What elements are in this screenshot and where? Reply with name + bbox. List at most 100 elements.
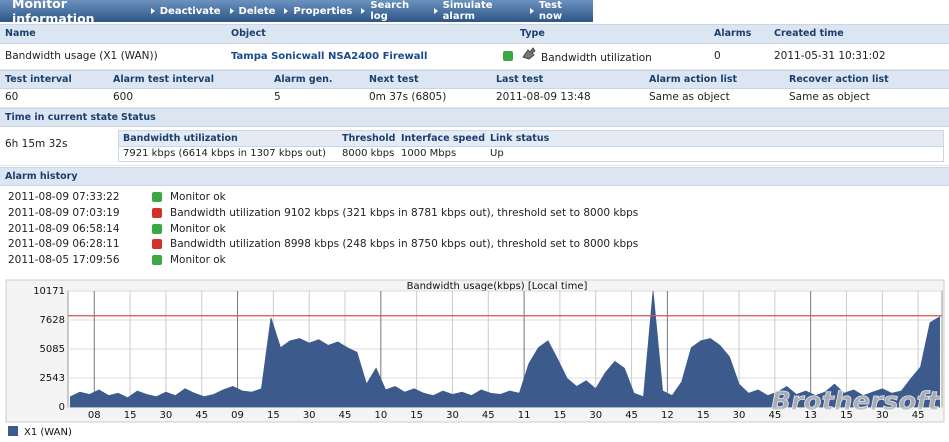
x-tick-label: 15 xyxy=(124,410,137,421)
cell: 1000 Mbps xyxy=(401,148,457,159)
summary-header: Name Object Type Alarms Created time xyxy=(0,24,949,44)
history-header: Alarm history xyxy=(0,167,949,186)
details-row: 60 600 5 0m 37s (6805) 2011-08-09 13:48 Same … xyxy=(0,88,949,108)
history-icon xyxy=(152,239,162,250)
header-cell: Name xyxy=(5,28,36,39)
state-row: 6h 15m 32s Bandwidth utilization Threshol… xyxy=(0,126,949,166)
history-message: Monitor ok xyxy=(170,254,226,267)
toolbar-action[interactable]: Delete xyxy=(230,6,276,17)
header-cell: Type xyxy=(520,28,545,39)
history-row: 2011-08-09 06:58:14 Monitor ok xyxy=(0,221,949,237)
header-cell: Alarm action list xyxy=(649,74,738,85)
toolbar-action[interactable]: Simulate alarm xyxy=(434,0,521,22)
summary-row: Bandwidth usage (X1 (WAN)) Tampa Sonicwa… xyxy=(0,44,949,70)
x-tick-label: 08 xyxy=(88,410,101,421)
y-tick-label: 0 xyxy=(59,402,65,413)
toolbar-action[interactable]: Test now xyxy=(530,0,584,22)
history-row: 2011-08-05 17:09:56 Monitor ok xyxy=(0,252,949,268)
cell: Same as object xyxy=(649,91,730,103)
type-icon xyxy=(522,47,536,60)
header-cell: Bandwidth utilization xyxy=(123,133,238,144)
header-cell: Alarm history xyxy=(5,171,78,182)
toolbar-action[interactable]: Search log xyxy=(361,0,424,22)
cell: 60 xyxy=(5,91,19,103)
chart: Bandwidth usage(kbps) [Local time] 0 2543… xyxy=(5,279,945,438)
header-cell: Next test xyxy=(369,74,419,85)
chart-title: Bandwidth usage(kbps) [Local time] xyxy=(407,281,588,292)
x-tick-label: 45 xyxy=(912,410,925,421)
x-tick-label: 45 xyxy=(625,410,638,421)
x-tick-label: 45 xyxy=(768,410,781,421)
x-tick-label: 45 xyxy=(195,410,208,421)
x-tick-label: 10 xyxy=(374,410,387,421)
y-tick-label: 7628 xyxy=(40,315,65,326)
cell: Same as object xyxy=(789,91,870,103)
cell: Bandwidth usage (X1 (WAN)) xyxy=(5,50,158,62)
x-tick-label: 30 xyxy=(733,410,746,421)
history-time: 2011-08-09 06:28:11 xyxy=(8,238,120,251)
x-tick-label: 45 xyxy=(482,410,495,421)
x-tick-label: 30 xyxy=(876,410,889,421)
x-tick-label: 11 xyxy=(518,410,531,421)
history-icon xyxy=(152,192,162,202)
x-tick-label: 12 xyxy=(661,410,674,421)
legend-label: X1 (WAN) xyxy=(24,427,72,438)
status-header: Bandwidth utilization Threshold Interface … xyxy=(118,130,944,147)
header-cell: Object xyxy=(231,28,266,39)
cell: 2011-05-31 10:31:02 xyxy=(774,50,886,62)
cell: 5 xyxy=(274,91,281,103)
history-message: Monitor ok xyxy=(170,191,226,203)
toolbar-action[interactable]: Deactivate xyxy=(151,6,221,17)
cell: 6h 15m 32s xyxy=(5,138,68,150)
history-time: 2011-08-09 07:33:22 xyxy=(8,191,120,203)
x-tick-label: 13 xyxy=(804,410,817,421)
x-tick-label: 15 xyxy=(840,410,853,421)
cell: Bandwidth utilization xyxy=(541,52,652,64)
history-time: 2011-08-09 07:03:19 xyxy=(8,206,120,219)
history-icon xyxy=(152,223,162,234)
header-cell: Interface speed xyxy=(401,133,486,144)
object-link[interactable]: Tampa Sonicwall NSA2400 Firewall xyxy=(231,51,428,62)
history-time: 2011-08-05 17:09:56 xyxy=(8,254,120,267)
toolbar: Monitor information Deactivate Delete Prop… xyxy=(0,0,593,26)
header-cell: Link status xyxy=(490,133,550,144)
y-tick-label: 2543 xyxy=(40,373,65,384)
area xyxy=(69,290,941,408)
history-message: Monitor ok xyxy=(170,222,226,235)
x-tick-label: 15 xyxy=(410,410,423,421)
history-row: 2011-08-09 07:33:22 Monitor ok xyxy=(0,189,949,205)
history-message: Bandwidth utilization 8998 kbps (248 kbp… xyxy=(170,238,639,251)
y-tick-label: 5085 xyxy=(40,344,65,355)
cell: 0 xyxy=(714,50,721,62)
toolbar-title: Monitor information xyxy=(12,0,95,26)
header-cell: Status xyxy=(121,112,156,123)
cell: 0m 37s (6805) xyxy=(369,91,447,103)
header-cell: Alarm test interval xyxy=(113,74,214,85)
history-message: Bandwidth utilization 9102 kbps (321 kbp… xyxy=(170,206,639,219)
cell: 8000 kbps xyxy=(342,148,395,159)
status-row: 7921 kbps (6614 kbps in 1307 kbps out) 80… xyxy=(118,146,944,162)
header-cell: Threshold xyxy=(342,133,396,144)
x-tick-label: 30 xyxy=(589,410,602,421)
header-cell: Alarm gen. xyxy=(274,74,333,85)
header-cell: Recover action list xyxy=(789,74,889,85)
x-tick-label: 30 xyxy=(160,410,173,421)
header-cell: Last test xyxy=(496,74,544,85)
header-cell: Created time xyxy=(774,28,844,39)
legend-swatch xyxy=(8,426,18,436)
details-header: Test interval Alarm test interval Alarm ge… xyxy=(0,70,949,89)
x-tick-label: 45 xyxy=(339,410,352,421)
x-tick-label: 30 xyxy=(446,410,459,421)
status-icon xyxy=(503,51,513,61)
x-tick-label: 30 xyxy=(303,410,316,421)
toolbar-action[interactable]: Properties xyxy=(284,6,352,17)
watermark: Brothersoft xyxy=(771,387,942,417)
x-tick-label: 09 xyxy=(231,410,244,421)
cell: Up xyxy=(490,148,504,159)
x-tick-label: 15 xyxy=(697,410,710,421)
header-cell: Alarms xyxy=(714,28,752,39)
x-tick-label: 15 xyxy=(267,410,280,421)
state-header: Time in current state Status xyxy=(0,108,949,127)
cell: 7921 kbps (6614 kbps in 1307 kbps out) xyxy=(123,148,326,159)
